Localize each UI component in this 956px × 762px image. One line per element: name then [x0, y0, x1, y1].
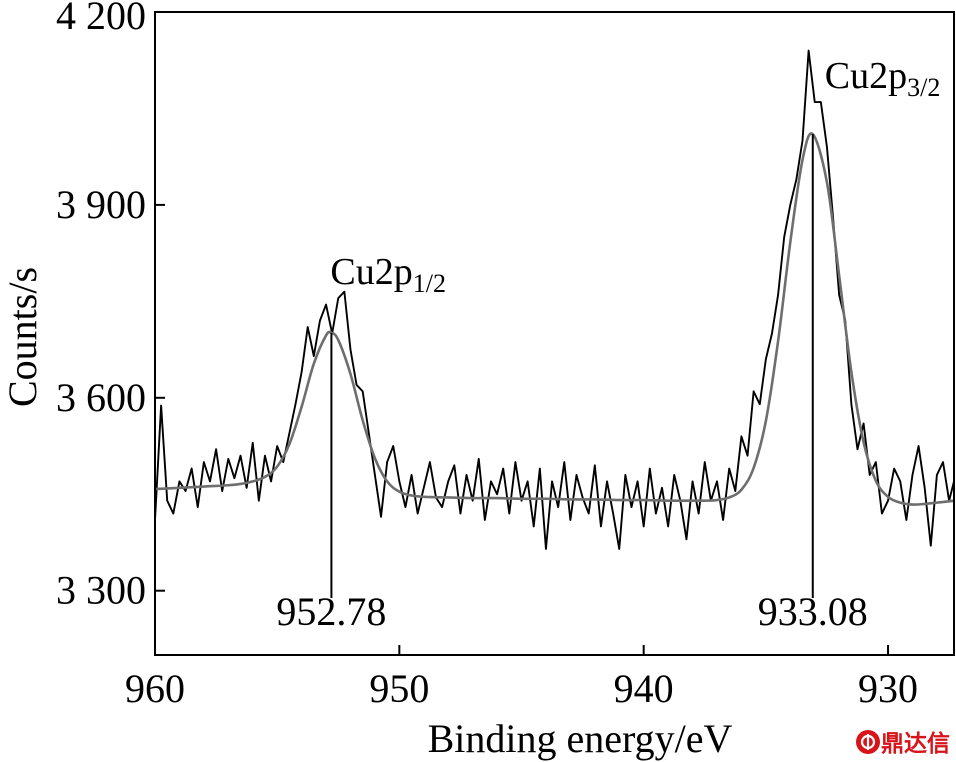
peak-annotation-subscript: 3/2	[907, 73, 940, 102]
watermark-logo-mark-icon	[860, 734, 876, 750]
x-tick-label: 950	[369, 666, 429, 711]
peak-energy-label: 933.08	[758, 589, 868, 634]
peak-annotation-main: Cu2p	[330, 251, 412, 293]
y-axis-label: Counts/s	[0, 267, 45, 407]
peak-annotation: Cu2p1/2	[330, 251, 446, 298]
x-tick-label: 930	[858, 666, 918, 711]
plot-area	[155, 49, 954, 550]
peak-energy-label: 952.78	[276, 589, 386, 634]
spectrum-line	[155, 49, 954, 550]
x-axis-label: Binding energy/eV	[428, 716, 733, 761]
y-tick-label: 3 900	[56, 182, 146, 227]
watermark-text: 鼎达信	[881, 730, 950, 757]
fit-curve-line	[155, 132, 954, 506]
peak-annotation: Cu2p3/2	[825, 55, 941, 102]
y-tick-label: 4 200	[56, 0, 146, 38]
watermark: 鼎达信	[856, 730, 950, 757]
x-tick-label: 960	[125, 666, 185, 711]
x-tick-label: 940	[614, 666, 674, 711]
y-tick-label: 3 300	[56, 568, 146, 613]
peak-annotation-subscript: 1/2	[413, 269, 446, 298]
y-tick-label: 3 600	[56, 375, 146, 420]
plot-frame	[154, 11, 955, 656]
peak-annotation-main: Cu2p	[825, 55, 907, 97]
